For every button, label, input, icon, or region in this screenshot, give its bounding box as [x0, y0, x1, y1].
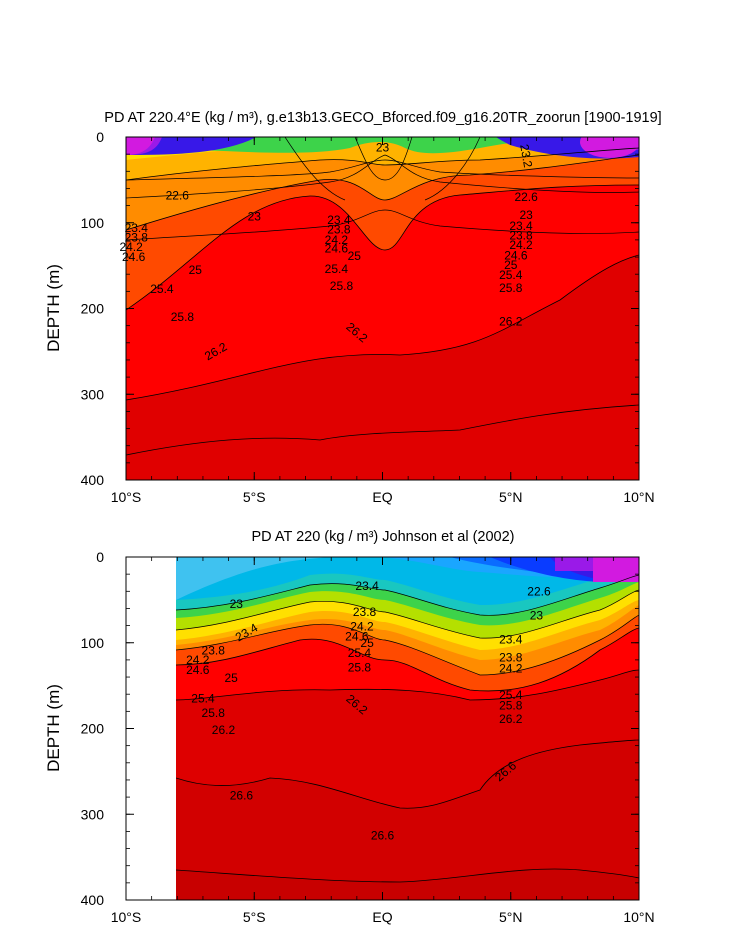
- contour-label: 23.4: [125, 221, 149, 235]
- contour-label: 25.8: [348, 661, 372, 675]
- x-tick-label: 10°N: [623, 489, 654, 505]
- top-y-axis-label: DEPTH (m): [44, 264, 63, 352]
- contour-label: 25.4: [499, 268, 523, 282]
- contour-label: 25: [348, 249, 362, 263]
- contour-label: 24.2: [350, 619, 374, 633]
- x-tick-label: EQ: [372, 909, 392, 925]
- x-tick-label: 10°S: [111, 909, 142, 925]
- top-y-axis: 0 100 200 300 400: [81, 129, 639, 488]
- y-tick-label: 300: [81, 806, 105, 822]
- x-tick-label: 5°S: [243, 909, 266, 925]
- top-panel-title: PD AT 220.4°E (kg / m³), g.e13b13.GECO_B…: [104, 110, 661, 126]
- contour-label: 25.4: [499, 688, 523, 702]
- y-tick-label: 100: [81, 215, 105, 231]
- contour-label: 23: [530, 608, 544, 622]
- contour-label: 23.4: [499, 632, 523, 646]
- contour-label: 25.8: [499, 698, 523, 712]
- contour-label: 23.4: [355, 579, 379, 593]
- y-tick-label: 400: [81, 892, 105, 908]
- top-contour-labels: 23 23.222.6 22.623 2323.423.824.224.62523.4…: [119, 140, 538, 363]
- top-contour-field: [126, 137, 639, 480]
- y-tick-label: 100: [81, 635, 105, 651]
- contour-label: 23: [230, 597, 244, 611]
- bottom-panel: PD AT 220 (kg / m³) Johnson et al (2002): [44, 529, 655, 925]
- y-tick-label: 200: [81, 721, 105, 737]
- contour-label: 24.6: [122, 250, 146, 264]
- x-tick-label: 5°N: [499, 489, 523, 505]
- contour-label: 22.6: [514, 190, 538, 204]
- x-tick-label: EQ: [372, 489, 392, 505]
- contour-label: 23.4: [509, 219, 533, 233]
- contour-label: 23.8: [125, 230, 149, 244]
- contour-label: 24.6: [186, 663, 210, 677]
- contour-label: 25.8: [330, 279, 354, 293]
- y-tick-label: 0: [96, 549, 104, 565]
- contour-label: 26.2: [499, 712, 523, 726]
- y-tick-label: 200: [81, 301, 105, 317]
- contour-label: 25.4: [191, 691, 215, 705]
- contour-label: 25.4: [150, 282, 174, 296]
- contour-label: 22.6: [166, 188, 190, 202]
- contour-label: 23.8: [499, 650, 523, 664]
- y-tick-label: 300: [81, 386, 105, 402]
- contour-label: 23.4: [327, 213, 351, 227]
- x-tick-label: 10°N: [623, 909, 654, 925]
- contour-label: 26.6: [371, 829, 395, 843]
- contour-label: 24.6: [345, 630, 369, 644]
- contour-label: 23.8: [353, 605, 377, 619]
- contour-label: 23: [248, 210, 262, 224]
- contour-label: 25: [224, 671, 238, 685]
- y-tick-label: 400: [81, 472, 105, 488]
- contour-label: 24.6: [504, 248, 528, 262]
- contour-label: 25: [360, 636, 374, 650]
- contour-label: 24.2: [509, 238, 533, 252]
- top-panel: PD AT 220.4°E (kg / m³), g.e13b13.GECO_B…: [44, 110, 662, 505]
- contour-label: 23: [519, 208, 533, 222]
- contour-label: 25.8: [171, 310, 195, 324]
- x-tick-label: 5°N: [499, 909, 523, 925]
- contour-label: 25: [189, 263, 203, 277]
- contour-label: 25.4: [325, 262, 349, 276]
- contour-label: 24.2: [186, 653, 210, 667]
- contour-label: 26.2: [212, 723, 236, 737]
- contour-label: 23.2: [517, 143, 535, 169]
- contour-label: 25: [504, 258, 518, 272]
- contour-label: 22.6: [527, 584, 551, 598]
- bottom-x-axis: 10°S 5°S EQ 5°N 10°N: [111, 557, 655, 925]
- contour-label: 25.8: [499, 281, 523, 295]
- contour-label: 24.2: [325, 233, 349, 247]
- contour-label: 24.6: [325, 241, 349, 255]
- top-x-axis: 10°S 5°S EQ 5°N 10°N: [111, 137, 655, 505]
- contour-label: 23.8: [202, 643, 226, 657]
- x-tick-label: 10°S: [111, 489, 142, 505]
- bottom-contour-field: [176, 557, 639, 900]
- contour-label: 24.2: [499, 661, 523, 675]
- contour-label: 26.6: [230, 788, 254, 802]
- contour-label: 25.4: [348, 646, 372, 660]
- y-tick-label: 0: [96, 129, 104, 145]
- contour-label: 23.8: [509, 229, 533, 243]
- contour-label: 25.8: [202, 706, 226, 720]
- bottom-panel-title: PD AT 220 (kg / m³) Johnson et al (2002): [251, 529, 514, 545]
- bottom-y-axis: 0 100 200 300 400: [81, 549, 639, 908]
- contour-label: 23.8: [327, 223, 351, 237]
- bottom-y-axis-label: DEPTH (m): [44, 684, 63, 772]
- contour-label: 23: [376, 140, 390, 154]
- contour-label: 24.2: [119, 240, 143, 254]
- contour-label: 26.2: [499, 314, 523, 328]
- x-tick-label: 5°S: [243, 489, 266, 505]
